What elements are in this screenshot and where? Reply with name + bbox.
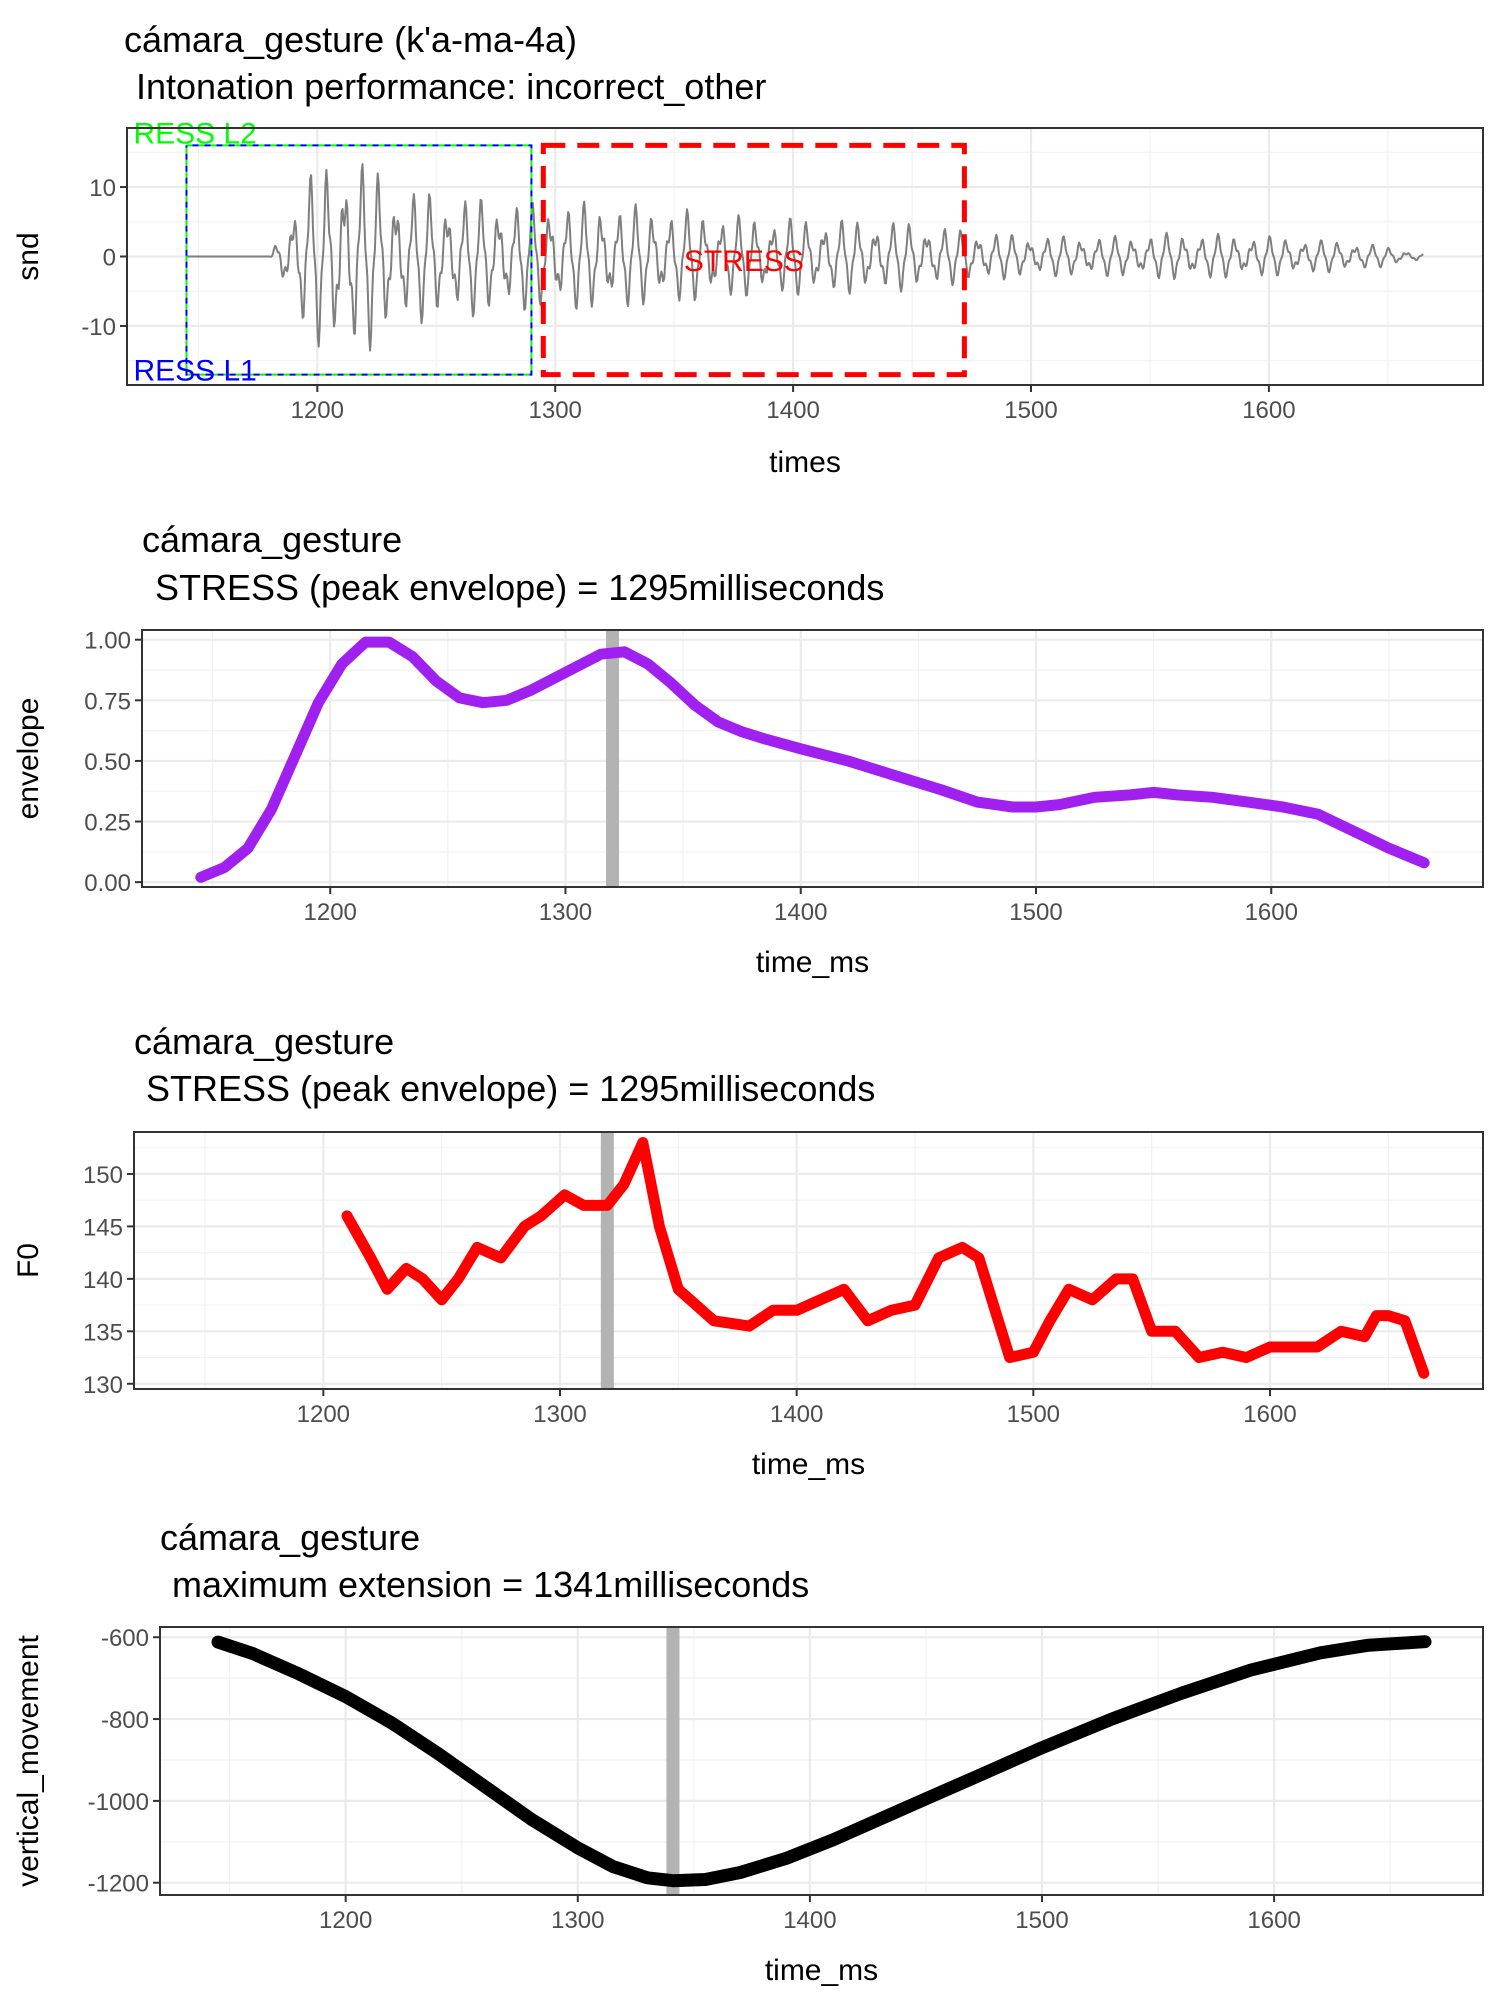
y-tick-label: -1200	[88, 1871, 149, 1898]
chart-title: cámara_gesture (k'a-ma-4a)	[124, 19, 577, 60]
chart-subtitle: STRESS (peak envelope) = 1295millisecond…	[155, 567, 884, 608]
x-tick-label: 1600	[1245, 899, 1298, 926]
chart-subtitle: maximum extension = 1341milliseconds	[172, 1564, 809, 1605]
y-tick-label: 0.50	[84, 749, 131, 776]
series-line-1	[185, 163, 1424, 352]
annotation-box	[540, 142, 967, 378]
chart-panel-1: cámara_gesture (k'a-ma-4a) Intonation per…	[12, 19, 1484, 479]
annotation-label: RESS L1	[133, 355, 256, 388]
x-axis-label: time_ms	[752, 1448, 865, 1481]
x-tick-label: 1600	[1247, 1907, 1300, 1934]
y-tick-label: 145	[83, 1214, 123, 1241]
x-tick-label: 1500	[1004, 397, 1057, 424]
panel-border	[141, 629, 1484, 888]
y-axis-label: envelope	[12, 698, 45, 820]
y-tick-label: 0.75	[84, 688, 131, 715]
x-tick-label: 1600	[1242, 397, 1295, 424]
annotation-box	[185, 144, 533, 376]
y-tick-label: 0.00	[84, 870, 131, 897]
x-tick-label: 1200	[291, 397, 344, 424]
series-line-1	[341, 1137, 1430, 1379]
plot-background	[142, 630, 1483, 887]
panel-border	[133, 1131, 1484, 1390]
y-tick-label: 10	[89, 175, 116, 202]
y-tick-label: 140	[83, 1267, 123, 1294]
y-tick-label: 130	[83, 1372, 123, 1399]
y-axis-label: vertical_movement	[12, 1634, 45, 1886]
x-tick-label: 1400	[766, 397, 819, 424]
panel-border	[159, 1626, 1484, 1896]
y-tick-label: 150	[83, 1162, 123, 1189]
plot-area	[341, 1132, 1430, 1389]
x-axis-label: time_ms	[756, 946, 869, 979]
x-tick-label: 1300	[533, 1401, 586, 1428]
plot-area	[195, 630, 1430, 887]
x-tick-label: 1500	[1007, 1401, 1060, 1428]
annotation-label: STRESS	[684, 245, 804, 278]
y-tick-label: -1000	[88, 1789, 149, 1816]
x-tick-label: 1300	[529, 397, 582, 424]
y-axis-label: snd	[12, 232, 45, 280]
chart-subtitle: Intonation performance: incorrect_other	[136, 66, 766, 107]
chart-title: cámara_gesture	[134, 1021, 394, 1062]
x-tick-label: 1400	[770, 1401, 823, 1428]
x-tick-label: 1500	[1009, 899, 1062, 926]
plot-area	[211, 1627, 1432, 1895]
chart-subtitle: STRESS (peak envelope) = 1295millisecond…	[146, 1068, 875, 1109]
x-tick-label: 1400	[783, 1907, 836, 1934]
y-tick-label: 135	[83, 1319, 123, 1346]
y-tick-label: -10	[81, 314, 116, 341]
x-tick-label: 1400	[774, 899, 827, 926]
chart-title: cámara_gesture	[160, 1517, 420, 1558]
chart-panel-2: cámara_gesture STRESS (peak envelope) = 1…	[12, 519, 1484, 979]
y-tick-label: 0	[103, 245, 116, 272]
x-tick-label: 1600	[1243, 1401, 1296, 1428]
x-tick-label: 1300	[539, 899, 592, 926]
y-tick-label: 0.25	[84, 810, 131, 837]
x-axis-label: times	[769, 446, 841, 479]
x-axis-label: time_ms	[765, 1954, 878, 1987]
x-tick-label: 1200	[297, 1401, 350, 1428]
chart-panel-3: cámara_gesture STRESS (peak envelope) = 1…	[12, 1021, 1484, 1481]
x-tick-label: 1200	[319, 1907, 372, 1934]
x-tick-label: 1300	[551, 1907, 604, 1934]
series-line-1	[195, 636, 1430, 883]
plot-area	[185, 163, 1424, 352]
chart-title: cámara_gesture	[142, 519, 402, 560]
y-tick-label: -800	[101, 1707, 149, 1734]
series-line-1	[211, 1635, 1432, 1888]
x-tick-label: 1200	[304, 899, 357, 926]
y-tick-label: -600	[101, 1625, 149, 1652]
y-tick-label: 1.00	[84, 628, 131, 655]
x-tick-label: 1500	[1015, 1907, 1068, 1934]
y-axis-label: F0	[12, 1243, 45, 1278]
